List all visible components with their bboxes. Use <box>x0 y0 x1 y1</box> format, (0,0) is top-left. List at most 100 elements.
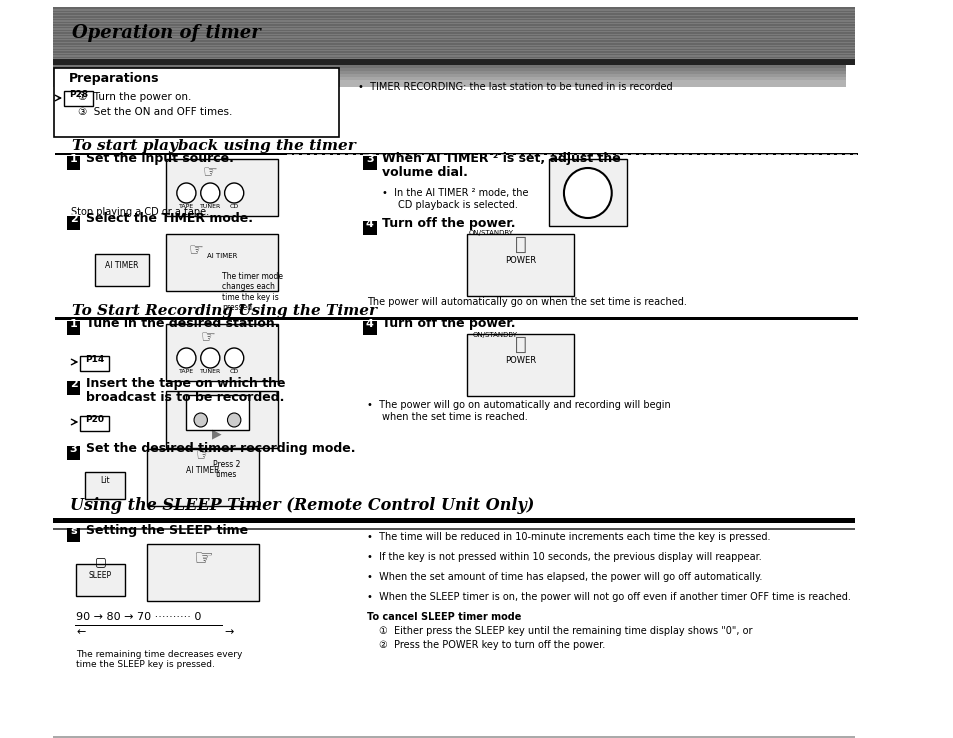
Bar <box>310 154 314 155</box>
Bar <box>829 154 834 155</box>
Bar <box>52 36 855 38</box>
Bar <box>660 154 665 155</box>
Text: Set the input source.: Set the input source. <box>86 152 233 165</box>
Bar <box>52 59 855 65</box>
Bar <box>806 154 811 155</box>
Bar <box>333 154 337 155</box>
Text: broadcast is to be recorded.: broadcast is to be recorded. <box>86 391 284 404</box>
Text: AI TIMER: AI TIMER <box>105 261 138 270</box>
Text: •  In the AI TIMER ² mode, the: • In the AI TIMER ² mode, the <box>382 188 528 198</box>
Bar <box>668 154 673 155</box>
FancyBboxPatch shape <box>166 324 278 381</box>
Text: 4: 4 <box>366 319 374 329</box>
Text: Setting the SLEEP time: Setting the SLEEP time <box>86 524 248 537</box>
Bar <box>52 23 855 24</box>
Bar <box>52 26 855 27</box>
FancyBboxPatch shape <box>147 449 259 506</box>
Text: Select the TIMER mode.: Select the TIMER mode. <box>86 212 253 225</box>
Bar <box>52 39 855 41</box>
Text: The power will automatically go on when the set time is reached.: The power will automatically go on when … <box>367 297 686 307</box>
Bar <box>561 154 566 155</box>
Text: Turn off the power.: Turn off the power. <box>382 317 516 330</box>
Bar <box>52 65 845 69</box>
FancyBboxPatch shape <box>85 472 125 499</box>
Text: volume dial.: volume dial. <box>382 166 468 179</box>
Bar <box>645 154 650 155</box>
Text: s: s <box>71 526 77 536</box>
Bar <box>52 71 845 75</box>
Bar <box>409 154 414 155</box>
Bar <box>447 154 452 155</box>
Circle shape <box>227 413 240 427</box>
Bar <box>67 156 80 170</box>
Bar <box>477 154 482 155</box>
Bar <box>67 381 80 395</box>
Text: •  When the set amount of time has elapsed, the power will go off automatically.: • When the set amount of time has elapse… <box>367 572 761 582</box>
Bar <box>67 528 80 542</box>
Bar <box>52 83 845 87</box>
Bar <box>52 15 855 16</box>
Bar <box>462 154 467 155</box>
Bar <box>74 624 222 626</box>
Bar <box>52 58 855 59</box>
Text: Insert the tape on which the: Insert the tape on which the <box>86 377 285 390</box>
Text: •  When the SLEEP timer is on, the power will not go off even if another timer O: • When the SLEEP timer is on, the power … <box>367 592 850 602</box>
Bar <box>52 7 855 62</box>
Text: ☞: ☞ <box>193 549 213 569</box>
FancyBboxPatch shape <box>75 564 125 596</box>
Bar <box>554 154 558 155</box>
Bar <box>52 77 845 81</box>
Bar <box>776 154 781 155</box>
Bar <box>52 61 855 62</box>
Bar <box>852 154 857 155</box>
Bar <box>592 154 597 155</box>
Bar <box>52 528 855 530</box>
Bar <box>52 80 845 84</box>
Bar <box>52 20 855 21</box>
Bar <box>493 154 497 155</box>
Bar <box>52 50 855 51</box>
Bar <box>546 154 551 155</box>
Bar <box>737 154 742 155</box>
Bar <box>394 154 398 155</box>
Text: CD playback is selected.: CD playback is selected. <box>397 200 517 210</box>
Bar <box>799 154 803 155</box>
Text: CD: CD <box>230 204 238 209</box>
Bar <box>52 74 845 78</box>
Text: Press 2
times: Press 2 times <box>213 460 240 479</box>
Text: Preparations: Preparations <box>69 72 159 85</box>
Text: Stop playing a CD or a tape.: Stop playing a CD or a tape. <box>71 207 209 217</box>
Bar <box>52 736 855 738</box>
Bar <box>508 154 513 155</box>
Text: •  The time will be reduced in 10-minute increments each time the key is pressed: • The time will be reduced in 10-minute … <box>367 532 770 542</box>
Bar <box>378 154 383 155</box>
Bar <box>783 154 788 155</box>
Bar <box>55 153 858 155</box>
Bar <box>363 154 368 155</box>
Text: AI TIMER: AI TIMER <box>186 466 219 475</box>
Text: CD: CD <box>230 369 238 374</box>
Text: ⏻: ⏻ <box>515 235 526 254</box>
Bar <box>401 154 406 155</box>
Bar <box>622 154 627 155</box>
Bar <box>67 216 80 230</box>
Text: 1: 1 <box>70 154 77 164</box>
Text: 2: 2 <box>70 379 77 389</box>
Bar <box>348 154 353 155</box>
Text: TUNER: TUNER <box>199 369 221 374</box>
Text: ③  Set the ON and OFF times.: ③ Set the ON and OFF times. <box>78 107 233 117</box>
FancyBboxPatch shape <box>147 544 259 601</box>
Bar <box>714 154 719 155</box>
Circle shape <box>200 348 219 368</box>
Bar <box>325 154 330 155</box>
Bar <box>485 154 490 155</box>
Bar <box>340 154 345 155</box>
Bar <box>599 154 604 155</box>
FancyBboxPatch shape <box>166 391 278 448</box>
Bar <box>416 154 421 155</box>
Bar <box>52 12 855 13</box>
Circle shape <box>176 183 195 203</box>
Bar <box>52 62 845 66</box>
Bar <box>791 154 796 155</box>
Text: •  The power will go on automatically and recording will begin: • The power will go on automatically and… <box>367 400 670 410</box>
